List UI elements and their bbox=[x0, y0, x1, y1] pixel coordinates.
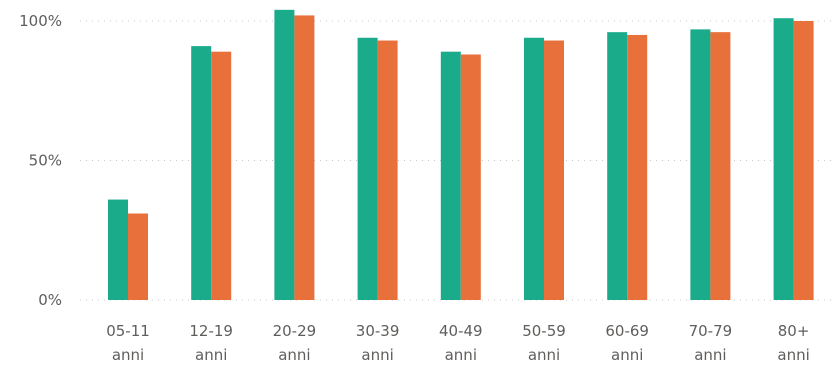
bars bbox=[108, 9, 814, 301]
x-category-label: 20-29 bbox=[273, 322, 317, 340]
x-category-label: 50-59 bbox=[522, 322, 566, 340]
bar-series-1 bbox=[607, 32, 628, 300]
y-tick-label: 0% bbox=[38, 291, 62, 309]
x-category-label: anni bbox=[195, 346, 227, 364]
x-category-label: 40-49 bbox=[439, 322, 483, 340]
bar-series-1 bbox=[108, 199, 128, 300]
x-category-label: anni bbox=[611, 346, 643, 364]
bar-series-2 bbox=[211, 51, 232, 300]
bar-series-1 bbox=[440, 51, 461, 300]
y-tick-label: 50% bbox=[29, 152, 62, 170]
bar-series-2 bbox=[377, 40, 398, 300]
bar-series-1 bbox=[357, 37, 378, 301]
x-category-label: 60-69 bbox=[605, 322, 649, 340]
x-category-label: 80+ bbox=[778, 322, 810, 340]
bar-series-2 bbox=[294, 15, 315, 300]
bar-series-2 bbox=[128, 213, 148, 300]
bar-series-2 bbox=[460, 54, 481, 301]
bar-series-1 bbox=[274, 9, 295, 301]
x-axis-category-labels: 05-11 anni 12-19 anni 20-29 anni 30-39 anni 40-4… bbox=[106, 322, 810, 364]
x-category-label: 70-79 bbox=[689, 322, 733, 340]
bar-series-1 bbox=[191, 46, 212, 300]
x-category-label: anni bbox=[278, 346, 310, 364]
bar-series-2 bbox=[544, 40, 564, 300]
bar-series-2 bbox=[627, 34, 648, 300]
x-category-label: anni bbox=[777, 346, 809, 364]
x-category-label: anni bbox=[361, 346, 393, 364]
bar-series-1 bbox=[773, 18, 794, 301]
bar-series-2 bbox=[710, 32, 731, 300]
x-category-label: anni bbox=[112, 346, 144, 364]
y-tick-label: 100% bbox=[19, 12, 62, 30]
x-category-label: 12-19 bbox=[189, 322, 233, 340]
x-category-label: 30-39 bbox=[356, 322, 400, 340]
bar-series-1 bbox=[690, 29, 711, 301]
bar-series-1 bbox=[524, 37, 544, 301]
bar-series-2 bbox=[793, 21, 814, 300]
y-axis-tick-labels: 0% 50% 100% bbox=[19, 12, 62, 309]
x-category-label: anni bbox=[445, 346, 477, 364]
x-category-label: 05-11 bbox=[106, 322, 150, 340]
x-category-label: anni bbox=[694, 346, 726, 364]
x-category-label: anni bbox=[528, 346, 560, 364]
